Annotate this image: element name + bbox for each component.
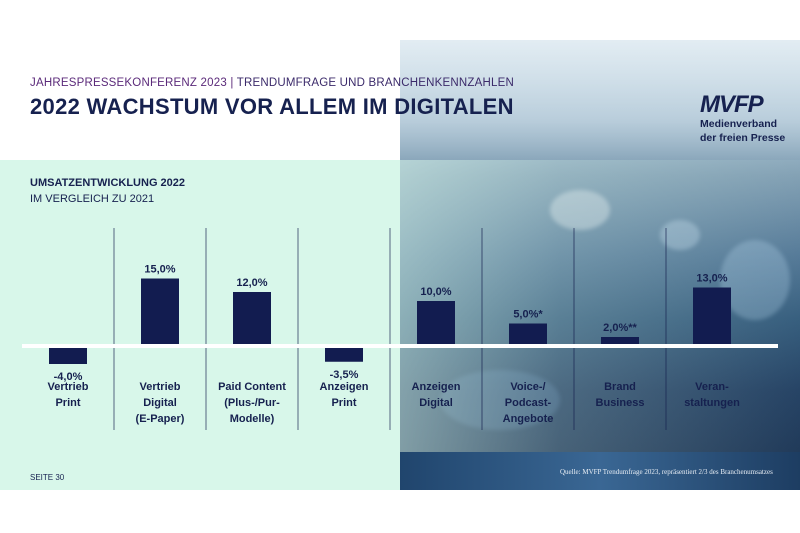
chart-background bbox=[0, 160, 400, 490]
category-label: Vertrieb bbox=[140, 381, 181, 393]
category-label: Print bbox=[331, 397, 356, 409]
category-label: Business bbox=[596, 397, 645, 409]
logo-line-1: Medienverband bbox=[700, 118, 778, 130]
logo-line-2: der freien Presse bbox=[700, 132, 786, 144]
data-label: 5,0%* bbox=[513, 309, 543, 321]
category-label: staltungen bbox=[684, 397, 740, 409]
footer-band bbox=[400, 452, 800, 490]
baseline bbox=[22, 344, 778, 348]
data-label: -4,0% bbox=[54, 371, 83, 383]
data-label: -3,5% bbox=[330, 369, 359, 381]
data-label: 10,0% bbox=[420, 286, 451, 298]
category-label: Anzeigen bbox=[320, 381, 369, 393]
bar bbox=[141, 278, 179, 346]
tagline-right: TRENDUMFRAGE UND BRANCHENKENNZAHLEN bbox=[236, 77, 514, 89]
logo-mark: MVFP bbox=[700, 91, 764, 118]
source-note: Quelle: MVFP Trendumfrage 2023, repräsen… bbox=[560, 468, 773, 476]
bar bbox=[233, 292, 271, 346]
bar bbox=[49, 346, 87, 364]
category-label: (E-Paper) bbox=[136, 413, 185, 425]
category-label: Paid Content bbox=[218, 381, 286, 393]
category-label: (Plus-/Pur- bbox=[224, 397, 280, 409]
chart-subtitle: IM VERGLEICH ZU 2021 bbox=[30, 193, 155, 205]
data-label: 13,0% bbox=[696, 273, 727, 285]
data-label: 12,0% bbox=[236, 277, 267, 289]
tagline: JAHRESPRESSEKONFERENZ 2023 | TRENDUMFRAG… bbox=[30, 77, 514, 89]
bar bbox=[417, 301, 455, 346]
category-label: Print bbox=[55, 397, 80, 409]
category-label: Brand bbox=[604, 381, 636, 393]
page-title: 2022 WACHSTUM VOR ALLEM IM DIGITALEN bbox=[30, 94, 514, 119]
background-photo bbox=[400, 40, 800, 490]
category-label: Veran- bbox=[695, 381, 729, 393]
tagline-left: JAHRESPRESSEKONFERENZ 2023 bbox=[30, 77, 227, 89]
category-label: Vertrieb bbox=[48, 381, 89, 393]
category-label: Digital bbox=[419, 397, 453, 409]
data-label: 15,0% bbox=[144, 264, 175, 276]
chart-title: UMSATZENTWICKLUNG 2022 bbox=[30, 177, 186, 189]
category-label: Voice-/ bbox=[510, 381, 545, 393]
bar bbox=[509, 323, 547, 346]
category-label: Modelle) bbox=[230, 413, 275, 425]
category-label: Anzeigen bbox=[412, 381, 461, 393]
bar bbox=[693, 287, 731, 346]
bar bbox=[325, 346, 363, 362]
mvfp-logo: MVFP Medienverband der freien Presse bbox=[700, 91, 786, 145]
category-label: Podcast- bbox=[505, 397, 552, 409]
data-label: 2,0%** bbox=[603, 322, 637, 334]
bar bbox=[601, 337, 639, 346]
tagline-separator: | bbox=[230, 77, 234, 89]
category-label: Digital bbox=[143, 397, 177, 409]
category-label: Angebote bbox=[503, 413, 554, 425]
page-number: SEITE 30 bbox=[30, 473, 65, 482]
